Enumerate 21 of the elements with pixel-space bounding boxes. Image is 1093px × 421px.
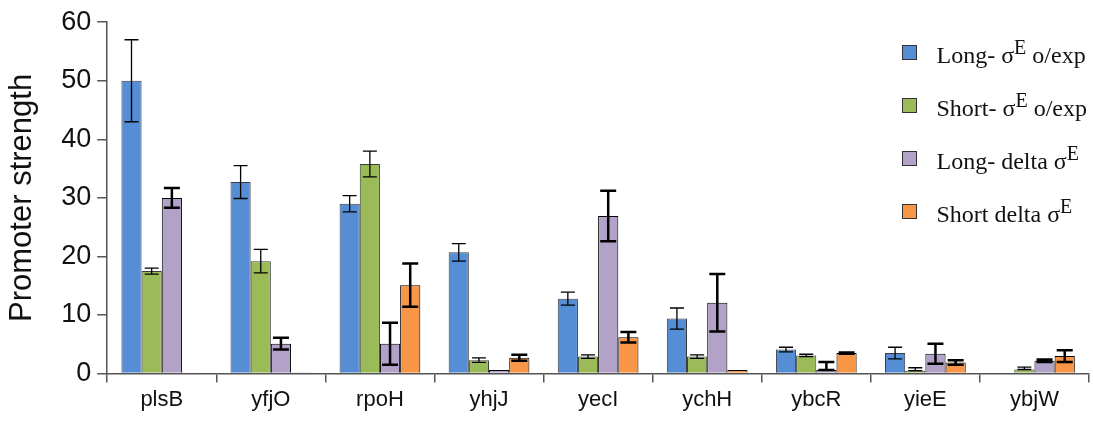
y-tick-label: 0: [76, 357, 92, 388]
legend-label: Short- σ$^{E}$ o/exp: [936, 89, 1087, 122]
y-tick-label: 10: [61, 298, 92, 329]
y-tick-label: 20: [61, 239, 92, 270]
x-tick-label: yieE: [903, 385, 947, 411]
legend-label: Short delta σ$^{E}$: [936, 195, 1073, 228]
x-tick-label: rpoH: [356, 385, 404, 411]
x-tick-label: yfjO: [251, 385, 291, 411]
x-tick-label: yecI: [577, 385, 619, 411]
y-tick-label: 30: [61, 181, 92, 212]
x-tick-label: yhjJ: [469, 385, 509, 411]
x-tick-label: ychH: [682, 385, 733, 411]
y-tick-label: 60: [61, 5, 92, 36]
y-tick-label: 40: [61, 122, 92, 153]
legend-label: Long- σ$^{E}$ o/exp: [936, 36, 1086, 69]
x-tick-label: ybjW: [1010, 385, 1060, 411]
x-tick-label: ybcR: [791, 385, 842, 411]
y-axis-title: Promoter strength: [3, 73, 39, 322]
legend-label: Long- delta σ$^{E}$: [936, 142, 1079, 175]
y-tick-label: 50: [61, 64, 92, 95]
x-tick-label: plsB: [140, 385, 184, 411]
